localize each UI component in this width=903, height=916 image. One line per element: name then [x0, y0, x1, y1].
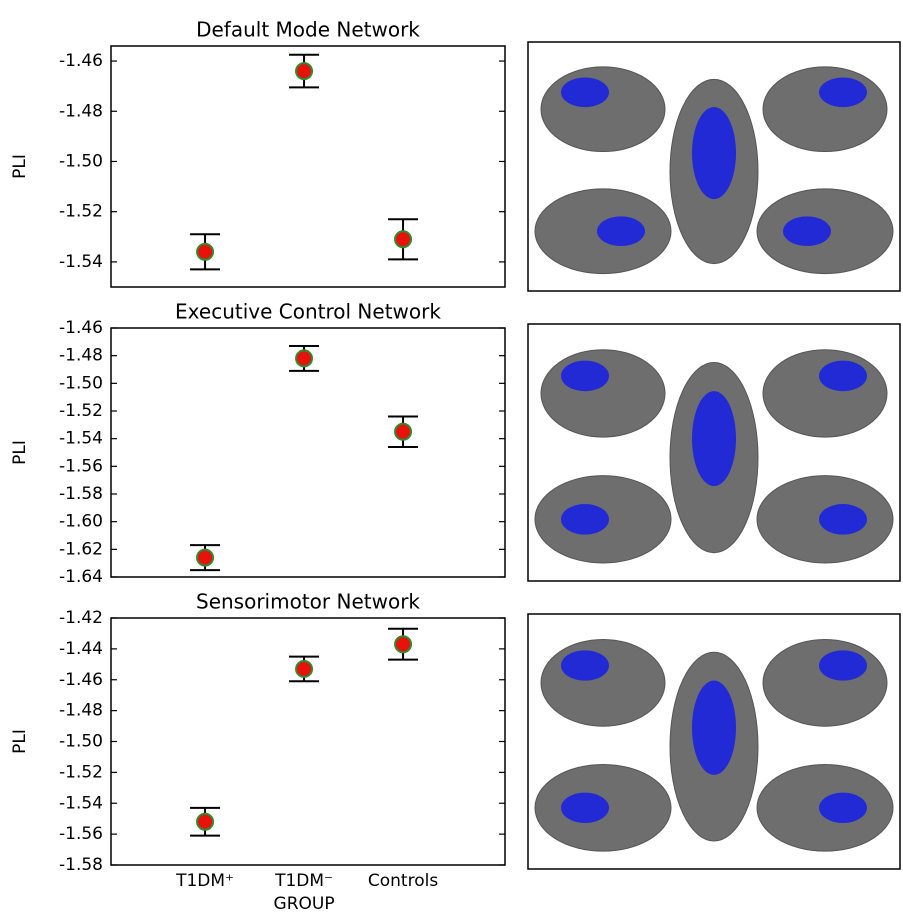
x-axis-label: GROUP	[274, 894, 335, 914]
chart-title: Executive Control Network	[175, 300, 441, 324]
brain-view	[763, 350, 887, 437]
y-tick-label: -1.50	[59, 373, 103, 393]
y-tick-label: -1.44	[59, 639, 103, 659]
activation	[692, 391, 736, 486]
y-axis-label: PLI	[10, 154, 30, 179]
brain-view	[763, 67, 887, 152]
y-tick-label: -1.52	[59, 762, 103, 782]
activation	[819, 650, 867, 680]
y-tick-label: -1.46	[59, 51, 103, 71]
y-axis-label: PLI	[10, 440, 30, 465]
y-tick-label: -1.62	[59, 539, 103, 559]
marker	[296, 63, 312, 79]
chart-title: Sensorimotor Network	[196, 590, 420, 614]
plot-frame	[111, 618, 505, 865]
brain-view	[541, 640, 665, 727]
y-tick-label: -1.54	[59, 793, 103, 813]
marker	[395, 636, 411, 652]
y-tick-label: -1.64	[59, 567, 103, 587]
brain-panel	[528, 42, 900, 291]
y-axis-label: PLI	[10, 729, 30, 754]
figure: Default Mode Network PLI -1.46 -1.48 -1.50 -1…	[0, 0, 903, 916]
y-tick-label: -1.60	[59, 512, 103, 532]
plot-frame	[111, 46, 505, 287]
y-tick-label: -1.58	[59, 855, 103, 875]
y-tick-label: -1.56	[59, 456, 103, 476]
activation	[819, 793, 867, 823]
y-tick-label: -1.50	[59, 151, 103, 171]
y-tick-label: -1.54	[59, 252, 103, 272]
activation	[819, 77, 867, 107]
brain-panel	[528, 614, 900, 869]
marker	[395, 424, 411, 440]
marker	[296, 350, 312, 366]
y-tick-label: -1.42	[59, 608, 103, 628]
chart-title: Default Mode Network	[196, 18, 420, 42]
activation	[692, 107, 736, 199]
y-tick-label: -1.56	[59, 824, 103, 844]
y-tick-label: -1.46	[59, 318, 103, 338]
activation	[819, 504, 867, 535]
brain-view	[541, 67, 665, 152]
marker	[395, 231, 411, 247]
brain-panel	[528, 324, 900, 581]
y-tick-label: -1.50	[59, 732, 103, 752]
brain-view	[763, 640, 887, 727]
y-tick-label: -1.54	[59, 429, 103, 449]
x-tick-label: T1DM⁺	[175, 871, 234, 891]
activation	[561, 361, 609, 392]
activation	[692, 681, 736, 775]
activation	[819, 361, 867, 392]
activation	[561, 793, 609, 823]
y-tick-label: -1.58	[59, 484, 103, 504]
y-tick-label: -1.48	[59, 346, 103, 366]
marker	[197, 814, 213, 830]
activation	[783, 216, 831, 246]
y-tick-label: -1.52	[59, 401, 103, 421]
y-tick-label: -1.48	[59, 701, 103, 721]
brain-view	[541, 350, 665, 437]
activation	[561, 77, 609, 107]
activation	[561, 650, 609, 680]
y-tick-label: -1.48	[59, 101, 103, 121]
marker	[296, 661, 312, 677]
x-tick-label: Controls	[368, 871, 438, 891]
y-tick-label: -1.52	[59, 202, 103, 222]
x-tick-label: T1DM⁻	[274, 871, 333, 891]
y-tick-label: -1.46	[59, 670, 103, 690]
activation	[561, 504, 609, 535]
activation	[597, 216, 645, 246]
marker	[197, 244, 213, 260]
marker	[197, 550, 213, 566]
